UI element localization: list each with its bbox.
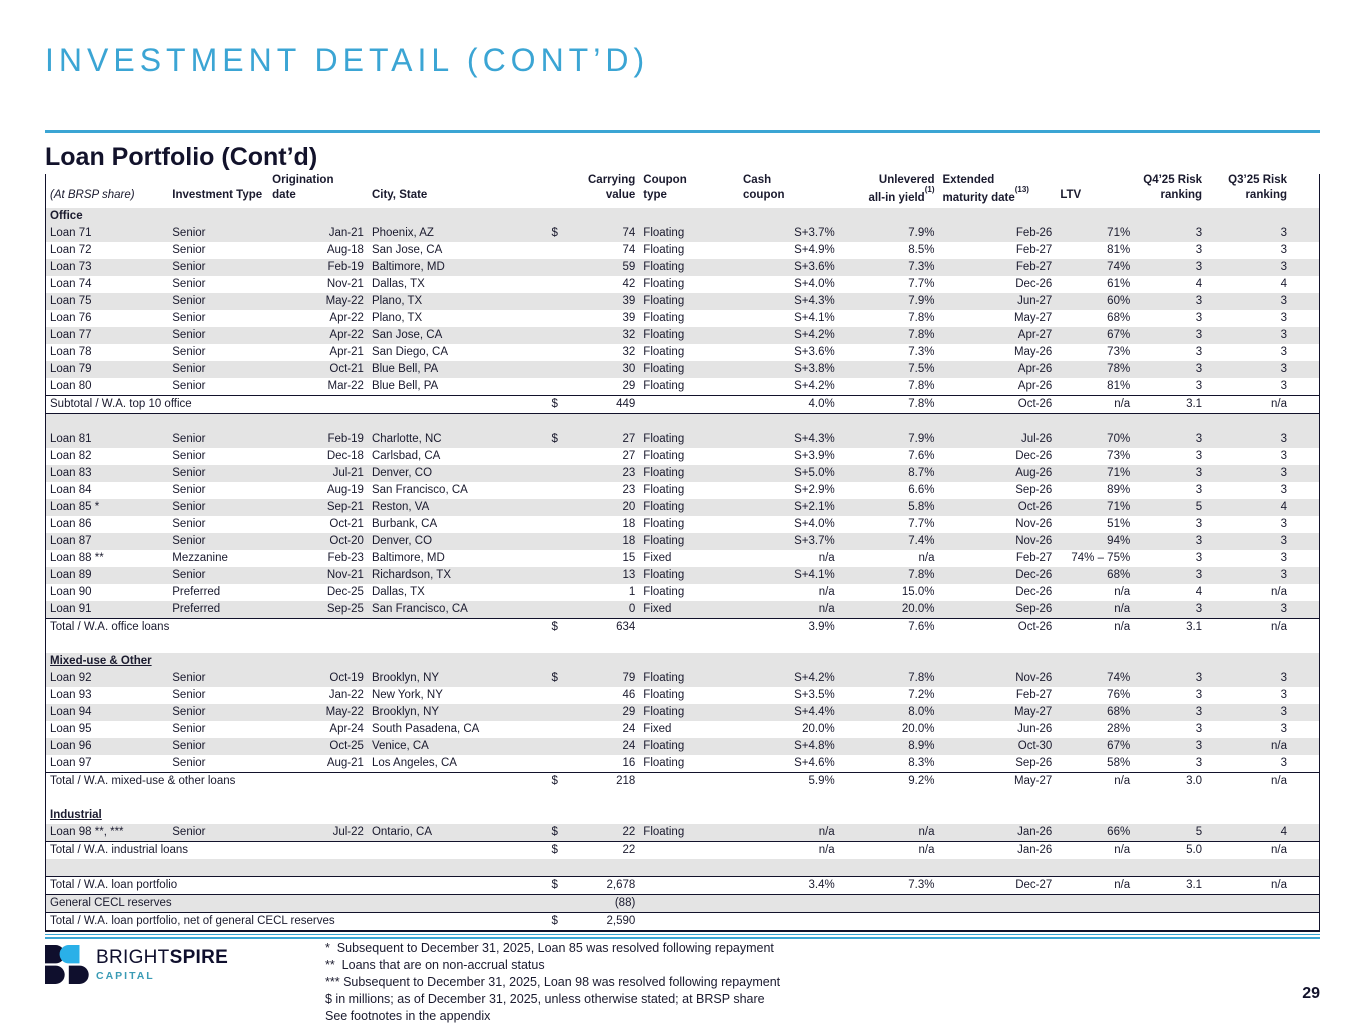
svg-text:CAPITAL: CAPITAL [96, 970, 155, 982]
svg-text:BRIGHTSPIRE: BRIGHTSPIRE [96, 947, 228, 968]
